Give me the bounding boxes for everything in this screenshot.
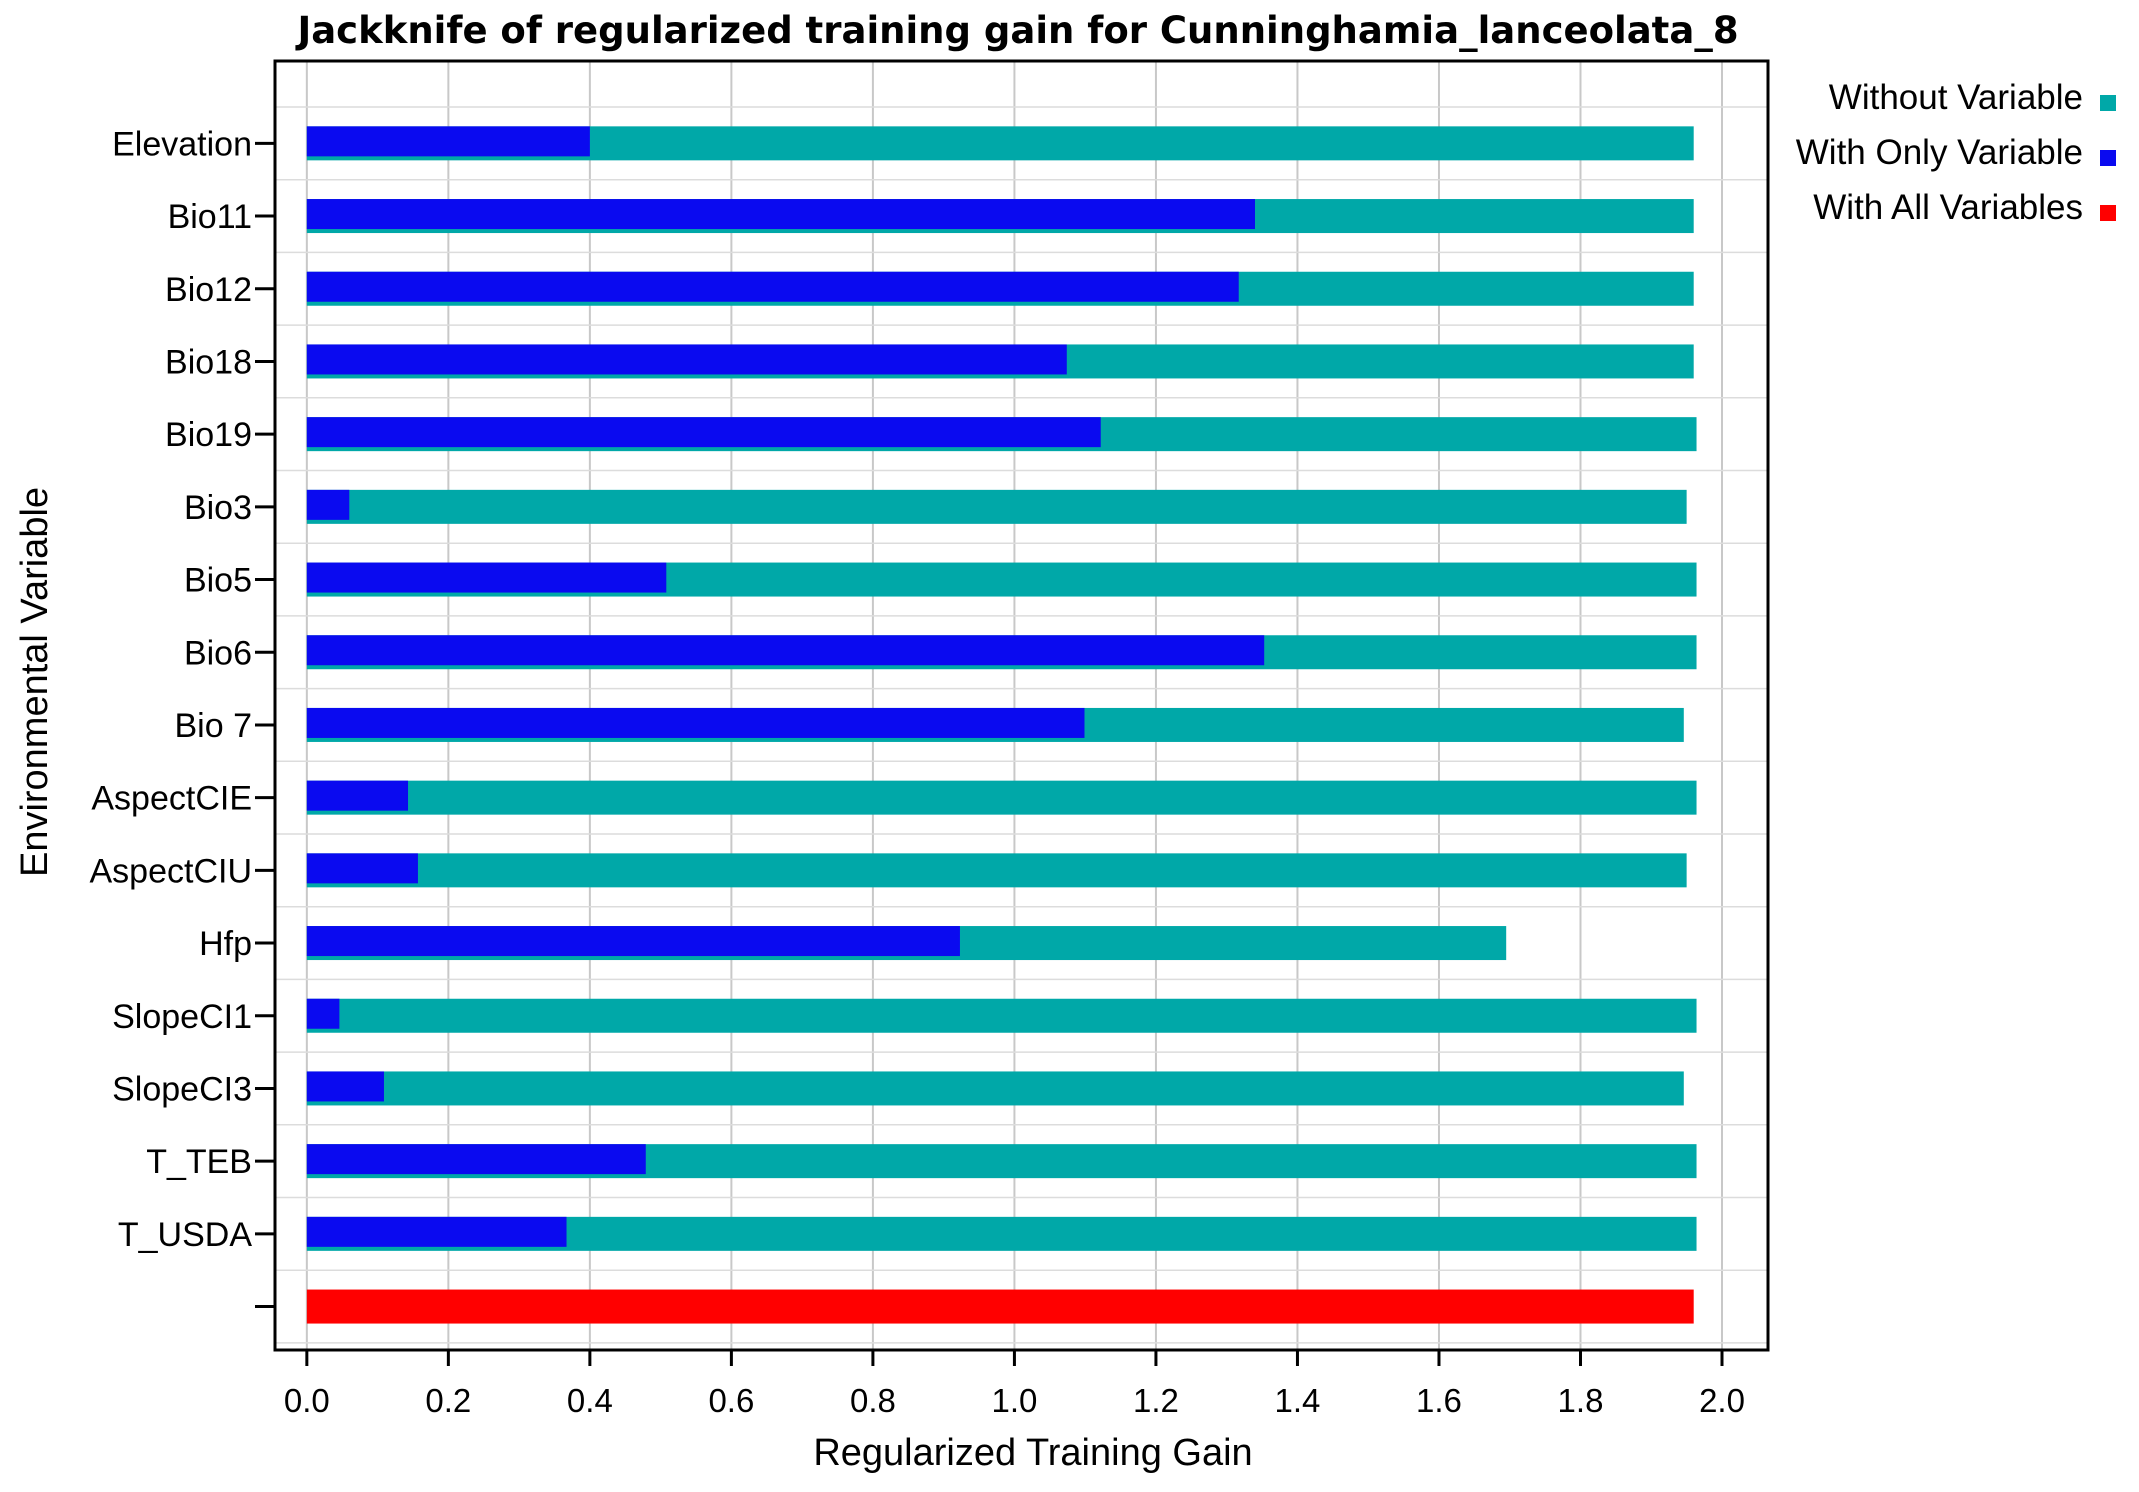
category-label: T_TEB xyxy=(146,1143,252,1181)
bar-without-variable xyxy=(306,998,1697,1033)
x-tick-label: 2.0 xyxy=(1699,1382,1745,1419)
category-label: Bio5 xyxy=(184,562,252,600)
category-label: Bio6 xyxy=(184,634,252,672)
bar-with-only-variable xyxy=(306,489,350,520)
x-tick-label: 1.0 xyxy=(991,1382,1037,1419)
bar-without-variable xyxy=(306,853,1687,888)
category-label: Bio19 xyxy=(165,416,252,454)
bar-with-only-variable xyxy=(306,126,590,157)
bar-with-only-variable xyxy=(306,635,1265,666)
bar-with-only-variable xyxy=(306,780,409,811)
x-axis-title: Regularized Training Gain xyxy=(813,1432,1252,1474)
bar-with-only-variable xyxy=(306,1144,646,1175)
category-label: AspectCIU xyxy=(90,852,253,890)
category-label: Bio11 xyxy=(168,198,252,236)
bar-without-variable xyxy=(306,1071,1684,1106)
bar-with-only-variable xyxy=(306,271,1239,302)
legend-label: With Only Variable xyxy=(1796,133,2083,172)
x-tick-label: 0.4 xyxy=(567,1382,613,1419)
category-label: Bio 7 xyxy=(175,707,253,745)
x-tick-label: 1.6 xyxy=(1416,1382,1462,1419)
bar-with-only-variable xyxy=(306,199,1256,230)
y-ticks xyxy=(255,141,275,1309)
bar-with-all-variables xyxy=(306,1289,1694,1324)
bar-without-variable xyxy=(306,489,1687,524)
x-tick-label: 0.2 xyxy=(425,1382,471,1419)
bar-with-only-variable xyxy=(306,853,418,884)
legend-label: Without Variable xyxy=(1829,78,2083,117)
legend-swatch xyxy=(2100,95,2116,111)
x-tick-label: 1.4 xyxy=(1275,1382,1321,1419)
bar-with-only-variable xyxy=(306,1071,384,1102)
category-label: SlopeCI3 xyxy=(112,1070,252,1108)
bar-with-only-variable xyxy=(306,562,667,593)
x-ticks xyxy=(305,1350,1724,1366)
bar-with-only-variable xyxy=(306,926,960,957)
legend-label: With All Variables xyxy=(1813,188,2083,227)
category-label: AspectCIE xyxy=(91,780,252,818)
x-tick-labels: 0.0 0.2 0.4 0.6 0.8 1.0 1.2 1.4 1.6 1.8 2.0 xyxy=(284,1382,1745,1419)
category-label: SlopeCI1 xyxy=(112,998,252,1036)
y-axis-title: Environmental Variable xyxy=(14,487,56,877)
category-label: Bio3 xyxy=(184,489,252,527)
category-label: Bio12 xyxy=(165,271,252,309)
x-tick-label: 1.8 xyxy=(1558,1382,1604,1419)
x-tick-label: 0.8 xyxy=(850,1382,896,1419)
plot-frame xyxy=(273,59,1770,1352)
bar-with-only-variable xyxy=(306,707,1085,738)
legend-swatch xyxy=(2100,150,2116,166)
bar-with-only-variable xyxy=(306,1216,567,1247)
bar-without-variable xyxy=(306,780,1697,815)
bar-with-only-variable xyxy=(306,344,1067,375)
x-tick-label: 1.2 xyxy=(1133,1382,1179,1419)
category-label: T_USDA xyxy=(118,1216,252,1254)
legend-swatch xyxy=(2100,205,2116,221)
bar-with-only-variable xyxy=(306,998,340,1029)
category-label: Hfp xyxy=(199,925,252,963)
x-tick-label: 0.0 xyxy=(284,1382,330,1419)
chart-title: Jackknife of regularized training gain f… xyxy=(294,9,1738,52)
category-label: Bio18 xyxy=(165,343,252,381)
bar-with-only-variable xyxy=(306,417,1101,448)
category-labels: Elevation Bio11 Bio12 Bio18 Bio19 Bio3 Bio5 Bio… xyxy=(90,125,253,1254)
category-label: Elevation xyxy=(112,125,252,163)
x-tick-label: 0.6 xyxy=(708,1382,754,1419)
legend: Without Variable With Only Variable With A… xyxy=(1796,78,2116,227)
bars xyxy=(306,126,1697,1324)
